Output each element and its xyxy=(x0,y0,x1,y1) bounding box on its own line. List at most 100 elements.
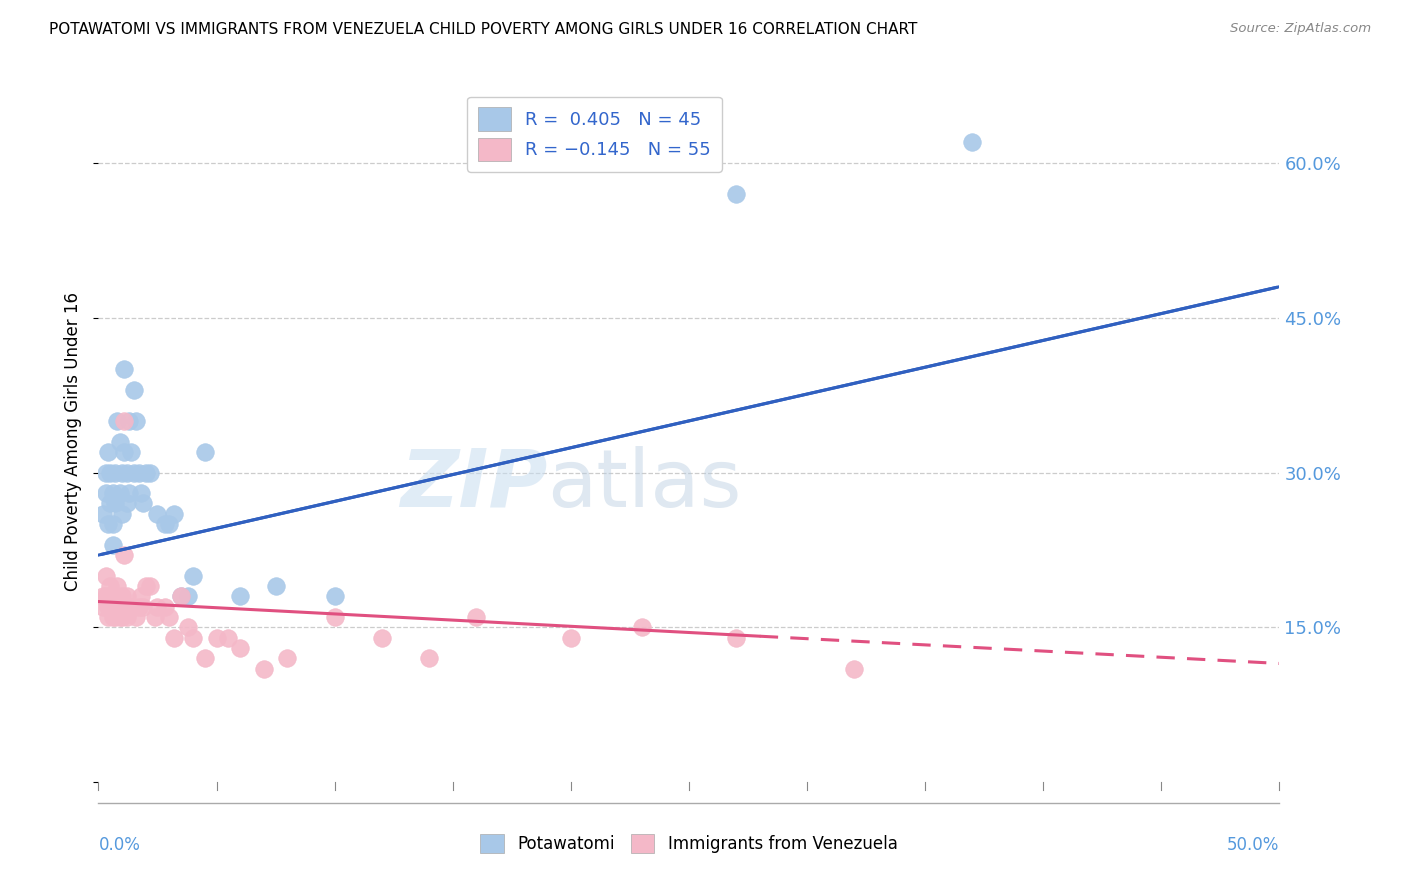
Point xyxy=(560,631,582,645)
Point xyxy=(128,599,150,614)
Point xyxy=(97,599,120,614)
Point xyxy=(163,631,186,645)
Point xyxy=(101,599,124,614)
Point xyxy=(98,599,121,614)
Point xyxy=(91,507,114,521)
Point xyxy=(170,590,193,604)
Point xyxy=(129,590,152,604)
Point xyxy=(194,445,217,459)
Point xyxy=(177,590,200,604)
Point xyxy=(112,445,135,459)
Point xyxy=(122,599,145,614)
Point xyxy=(111,590,134,604)
Point xyxy=(98,466,121,480)
Point xyxy=(97,517,120,532)
Point xyxy=(94,568,117,582)
Point xyxy=(194,651,217,665)
Point xyxy=(118,599,141,614)
Point xyxy=(229,640,252,655)
Text: Source: ZipAtlas.com: Source: ZipAtlas.com xyxy=(1230,22,1371,36)
Point xyxy=(146,599,169,614)
Point xyxy=(101,538,124,552)
Point xyxy=(121,445,143,459)
Point xyxy=(153,517,176,532)
Point xyxy=(105,599,128,614)
Point xyxy=(139,466,162,480)
Text: ZIP: ZIP xyxy=(399,446,547,524)
Y-axis label: Child Poverty Among Girls Under 16: Child Poverty Among Girls Under 16 xyxy=(65,292,83,591)
Point xyxy=(108,599,131,614)
Point xyxy=(121,599,143,614)
Point xyxy=(146,507,169,521)
Point xyxy=(91,590,114,604)
Point xyxy=(98,579,121,593)
Point xyxy=(323,610,346,624)
Point xyxy=(135,466,157,480)
Point xyxy=(132,599,155,614)
Point xyxy=(418,651,440,665)
Text: 50.0%: 50.0% xyxy=(1227,836,1279,854)
Point xyxy=(122,466,145,480)
Point xyxy=(111,466,134,480)
Point xyxy=(98,590,121,604)
Point xyxy=(143,610,166,624)
Point xyxy=(129,486,152,500)
Point xyxy=(111,610,134,624)
Point xyxy=(98,496,121,510)
Point xyxy=(94,590,117,604)
Point xyxy=(105,414,128,428)
Point xyxy=(253,662,276,676)
Point xyxy=(139,579,162,593)
Point xyxy=(111,507,134,521)
Point xyxy=(101,610,124,624)
Point xyxy=(118,414,141,428)
Point xyxy=(205,631,228,645)
Point xyxy=(122,383,145,397)
Point xyxy=(264,579,287,593)
Point xyxy=(94,466,117,480)
Point xyxy=(91,599,114,614)
Point xyxy=(115,590,138,604)
Point xyxy=(104,466,127,480)
Text: 0.0%: 0.0% xyxy=(98,836,141,854)
Point xyxy=(105,579,128,593)
Point xyxy=(104,610,127,624)
Text: POTAWATOMI VS IMMIGRANTS FROM VENEZUELA CHILD POVERTY AMONG GIRLS UNDER 16 CORRE: POTAWATOMI VS IMMIGRANTS FROM VENEZUELA … xyxy=(49,22,918,37)
Point xyxy=(112,362,135,376)
Point xyxy=(104,496,127,510)
Point xyxy=(725,186,748,201)
Point xyxy=(229,590,252,604)
Point xyxy=(125,414,148,428)
Point xyxy=(630,620,652,634)
Point xyxy=(115,466,138,480)
Point xyxy=(115,496,138,510)
Point xyxy=(125,610,148,624)
Point xyxy=(217,631,239,645)
Point xyxy=(112,414,135,428)
Point xyxy=(157,517,180,532)
Point xyxy=(465,610,488,624)
Point xyxy=(323,590,346,604)
Point xyxy=(104,590,127,604)
Point xyxy=(108,434,131,449)
Point xyxy=(844,662,866,676)
Point xyxy=(101,590,124,604)
Point xyxy=(177,620,200,634)
Point xyxy=(101,486,124,500)
Point xyxy=(97,610,120,624)
Point xyxy=(115,610,138,624)
Point xyxy=(94,486,117,500)
Point xyxy=(157,610,180,624)
Point xyxy=(725,631,748,645)
Point xyxy=(108,610,131,624)
Point xyxy=(170,590,193,604)
Point xyxy=(962,135,984,149)
Legend: Potawatomi, Immigrants from Venezuela: Potawatomi, Immigrants from Venezuela xyxy=(474,827,904,860)
Point xyxy=(101,517,124,532)
Point xyxy=(108,486,131,500)
Point xyxy=(132,496,155,510)
Point xyxy=(181,568,204,582)
Point xyxy=(97,445,120,459)
Point xyxy=(135,579,157,593)
Point xyxy=(128,466,150,480)
